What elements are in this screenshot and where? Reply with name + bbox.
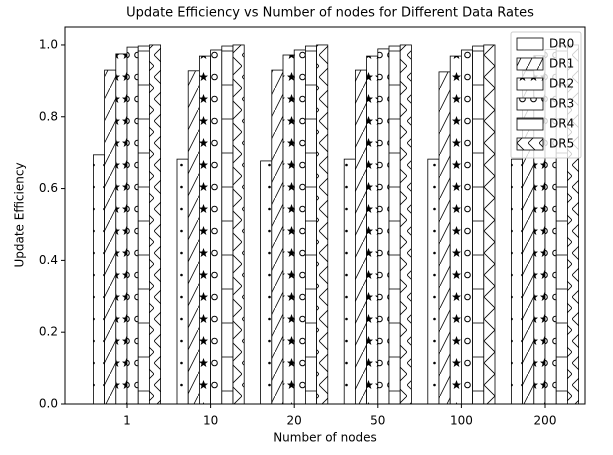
bar-hatch <box>545 49 557 405</box>
bar <box>449 55 462 405</box>
bar <box>148 44 161 405</box>
bar-hatch <box>472 46 484 405</box>
bar <box>137 45 150 405</box>
bar <box>388 45 401 405</box>
x-tick-label: 50 <box>370 414 385 428</box>
bar-hatch <box>271 70 283 404</box>
bar-hatch <box>400 44 412 404</box>
bar-hatch <box>427 159 439 404</box>
bar <box>354 69 367 405</box>
bar-hatch <box>199 56 211 404</box>
bar-hatch <box>188 70 200 405</box>
plot-frame <box>64 26 586 405</box>
bar <box>427 158 440 405</box>
bar <box>126 46 139 405</box>
bar <box>104 69 117 405</box>
bar-hatch <box>305 46 317 405</box>
y-tick-label: 0.4 <box>39 253 58 267</box>
bar-hatch <box>355 70 367 404</box>
bar-hatch <box>461 49 473 405</box>
bar <box>316 44 329 405</box>
bar-hatch <box>366 56 378 404</box>
bar-hatch <box>177 159 189 404</box>
bar <box>472 45 485 405</box>
bar-hatch <box>450 56 462 404</box>
bar <box>210 49 223 405</box>
bar-hatch <box>294 49 306 405</box>
bar-hatch <box>283 55 295 405</box>
legend-label: DR0 <box>549 37 574 51</box>
y-tick-label: 0.8 <box>39 109 58 123</box>
bar-hatch <box>511 159 523 404</box>
bar <box>304 45 317 405</box>
y-axis-label: Update Efficiency <box>13 162 27 267</box>
bar-hatch <box>221 46 233 405</box>
bar-hatch <box>522 70 534 405</box>
bar-hatch <box>149 44 161 404</box>
bar <box>282 54 295 405</box>
legend-swatch-hatch <box>517 78 543 90</box>
bar <box>438 71 451 405</box>
y-tick-label: 1.0 <box>39 37 58 51</box>
bar-hatch <box>439 71 451 404</box>
bar <box>271 69 284 405</box>
x-tick-label: 20 <box>287 414 302 428</box>
bar <box>483 44 496 405</box>
bar <box>93 154 106 405</box>
bar-hatch <box>556 46 568 405</box>
legend-label: DR2 <box>549 77 574 91</box>
bar <box>343 158 356 405</box>
bar <box>260 160 273 405</box>
bar-hatch <box>138 46 150 405</box>
y-tick-label: 0.0 <box>39 397 58 411</box>
bar-hatch <box>377 48 389 404</box>
legend: DR0 DR1 DR2 DR3 DR4 DR5 <box>510 31 582 159</box>
bar-hatch <box>260 160 272 404</box>
bar <box>366 55 379 405</box>
bar-hatch <box>210 49 222 405</box>
x-axis-label: Number of nodes <box>273 431 377 445</box>
y-tick-label: 0.2 <box>39 325 58 339</box>
bar-hatch <box>344 159 356 404</box>
bar <box>115 53 128 405</box>
legend-swatch-hatch <box>517 38 543 50</box>
y-tick-label: 0.6 <box>39 181 58 195</box>
legend-label: DR3 <box>549 97 574 111</box>
bar-hatch <box>389 46 401 405</box>
bar-hatch <box>567 44 579 404</box>
bar-hatch <box>233 44 245 404</box>
bar <box>293 49 306 405</box>
x-tick-label: 1 <box>123 414 131 428</box>
bar-hatch <box>93 154 105 404</box>
bar-hatch <box>316 44 328 404</box>
chart-title: Update Efficiency vs Number of nodes for… <box>126 6 534 21</box>
legend-swatch-hatch <box>517 58 543 70</box>
bar-hatch <box>127 47 139 405</box>
legend-label: DR4 <box>549 117 574 131</box>
bar <box>187 70 200 405</box>
legend-label: DR1 <box>549 57 574 71</box>
bar <box>176 158 189 405</box>
legend-label: DR5 <box>549 137 574 151</box>
bar-hatch <box>483 44 495 404</box>
x-tick-label: 200 <box>534 414 557 428</box>
legend-swatch-hatch <box>517 118 543 130</box>
bar <box>510 158 523 405</box>
legend-swatch-hatch <box>517 138 543 150</box>
bar-hatch <box>115 53 127 405</box>
bar-hatch <box>533 55 545 404</box>
x-tick-label: 100 <box>450 414 473 428</box>
bar-hatch <box>104 70 116 404</box>
bar <box>399 44 412 405</box>
bar <box>198 55 211 405</box>
bar <box>377 48 390 405</box>
bar <box>460 49 473 405</box>
legend-swatch-hatch <box>517 98 543 110</box>
bar <box>232 44 245 405</box>
bar <box>221 45 234 405</box>
x-tick-label: 10 <box>203 414 218 428</box>
